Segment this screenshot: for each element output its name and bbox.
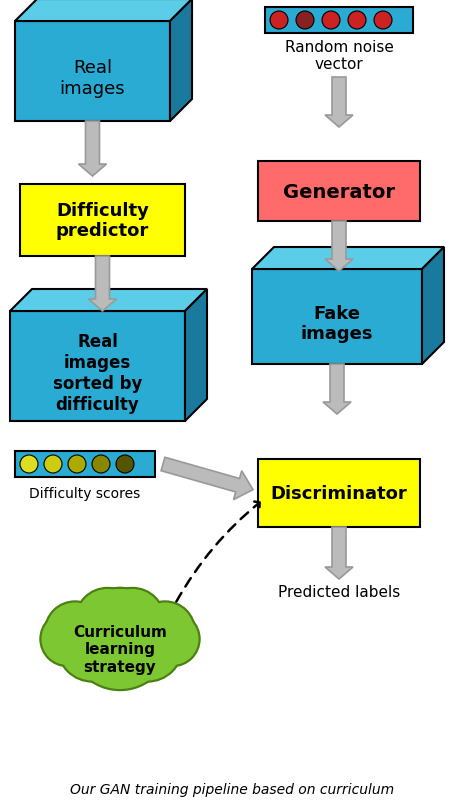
Circle shape [269,12,288,30]
Polygon shape [322,365,350,414]
Polygon shape [88,257,116,312]
Circle shape [70,589,169,689]
Polygon shape [20,185,185,257]
Circle shape [91,589,149,647]
Circle shape [347,12,365,30]
Circle shape [44,601,105,662]
Circle shape [40,612,95,666]
Circle shape [57,611,128,683]
Text: Predicted labels: Predicted labels [277,585,399,600]
Text: Real
images: Real images [60,59,125,98]
Polygon shape [257,161,419,222]
Polygon shape [264,8,412,34]
Polygon shape [251,270,421,365]
Circle shape [134,601,195,662]
Circle shape [136,603,194,661]
Circle shape [76,589,138,651]
Polygon shape [15,22,169,122]
Circle shape [146,613,198,665]
Text: Random noise
vector: Random noise vector [284,40,393,72]
Circle shape [144,612,200,666]
Polygon shape [251,247,443,270]
Polygon shape [15,0,192,22]
Circle shape [112,611,182,683]
Polygon shape [10,290,206,312]
Circle shape [44,455,62,474]
Circle shape [69,588,171,691]
Text: Fake
images: Fake images [300,304,372,343]
Polygon shape [257,459,419,528]
Circle shape [116,455,134,474]
Polygon shape [161,458,252,500]
Circle shape [75,588,140,653]
Polygon shape [324,222,352,271]
Polygon shape [169,0,192,122]
Text: Generator: Generator [282,182,394,202]
Polygon shape [10,312,185,422]
Circle shape [373,12,391,30]
Polygon shape [324,528,352,579]
Circle shape [20,455,38,474]
Circle shape [101,589,163,651]
Polygon shape [421,247,443,365]
Polygon shape [185,290,206,422]
Circle shape [100,588,165,653]
Polygon shape [78,122,106,177]
Circle shape [89,588,150,649]
Text: Real
images
sorted by
difficulty: Real images sorted by difficulty [53,333,142,414]
Circle shape [41,613,94,665]
Polygon shape [15,451,155,478]
Circle shape [58,613,126,681]
Polygon shape [324,78,352,128]
Circle shape [321,12,339,30]
Text: Curriculum
learning
strategy: Curriculum learning strategy [73,624,167,674]
Circle shape [92,455,110,474]
Circle shape [113,613,181,681]
Text: Difficulty
predictor: Difficulty predictor [56,202,149,240]
Circle shape [68,455,86,474]
Text: Difficulty scores: Difficulty scores [29,487,140,500]
Circle shape [295,12,313,30]
Text: Discriminator: Discriminator [270,484,407,503]
Text: Our GAN training pipeline based on curriculum: Our GAN training pipeline based on curri… [70,782,393,796]
Circle shape [46,603,104,661]
